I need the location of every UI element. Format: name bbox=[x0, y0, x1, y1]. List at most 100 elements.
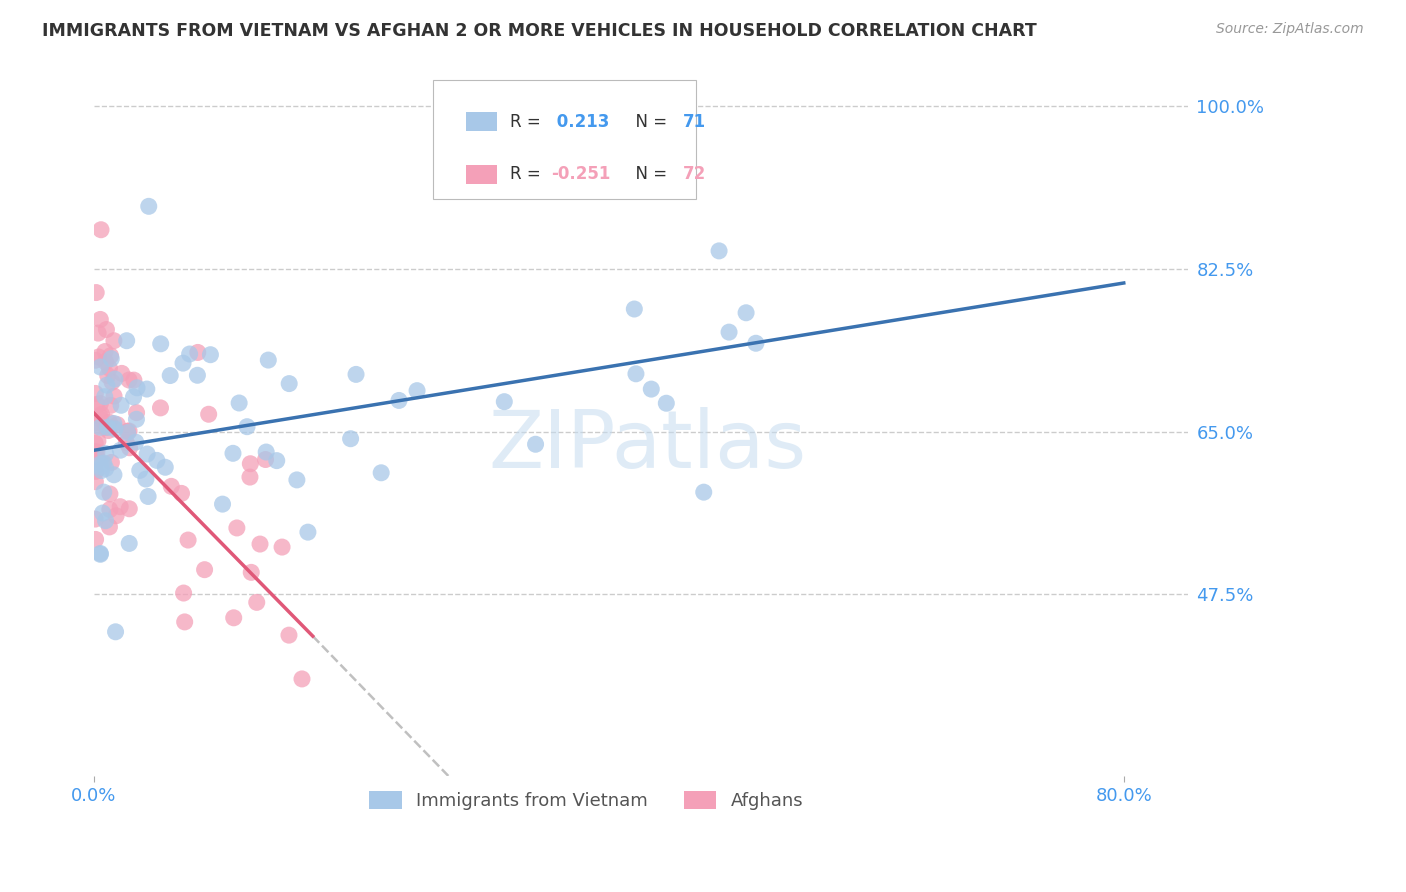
Point bbox=[117, 425, 139, 440]
Point bbox=[128, 463, 150, 477]
Point bbox=[249, 537, 271, 551]
Point bbox=[90, 412, 112, 426]
Point bbox=[90, 223, 112, 237]
Point bbox=[89, 396, 111, 410]
Point bbox=[211, 497, 233, 511]
Point bbox=[89, 547, 111, 561]
Point bbox=[93, 456, 115, 470]
Text: IMMIGRANTS FROM VIETNAM VS AFGHAN 2 OR MORE VEHICLES IN HOUSEHOLD CORRELATION CH: IMMIGRANTS FROM VIETNAM VS AFGHAN 2 OR M… bbox=[42, 22, 1038, 40]
Text: -0.251: -0.251 bbox=[551, 165, 610, 184]
Point bbox=[291, 672, 314, 686]
Point bbox=[103, 334, 125, 348]
Point bbox=[97, 424, 120, 438]
Point bbox=[266, 453, 288, 467]
Point bbox=[136, 447, 159, 461]
Point bbox=[90, 408, 112, 422]
Point bbox=[103, 467, 125, 482]
Point bbox=[91, 506, 114, 520]
Point bbox=[118, 536, 141, 550]
Point bbox=[84, 444, 107, 458]
Point bbox=[146, 453, 169, 467]
Point bbox=[655, 396, 678, 410]
Point bbox=[115, 435, 138, 450]
Point bbox=[388, 393, 411, 408]
Point bbox=[100, 455, 122, 469]
Point bbox=[94, 390, 117, 404]
Point bbox=[179, 347, 201, 361]
Text: 0.213: 0.213 bbox=[551, 112, 610, 130]
Point bbox=[623, 301, 645, 316]
Point bbox=[297, 525, 319, 540]
Point bbox=[285, 473, 308, 487]
FancyBboxPatch shape bbox=[465, 112, 496, 131]
Point bbox=[103, 417, 125, 431]
Point bbox=[236, 419, 259, 434]
Point bbox=[159, 368, 181, 383]
Point bbox=[118, 441, 141, 455]
Point bbox=[125, 406, 148, 420]
Point bbox=[110, 398, 132, 412]
Point bbox=[97, 420, 120, 434]
Point bbox=[254, 452, 277, 467]
Point bbox=[186, 368, 208, 383]
Point bbox=[693, 485, 716, 500]
Text: N =: N = bbox=[624, 112, 672, 130]
Point bbox=[84, 475, 107, 489]
Point bbox=[406, 384, 429, 398]
Point bbox=[135, 472, 157, 486]
Point bbox=[117, 424, 139, 438]
Point bbox=[100, 398, 122, 412]
Text: R =: R = bbox=[510, 165, 546, 184]
Point bbox=[524, 437, 547, 451]
Text: N =: N = bbox=[624, 165, 672, 184]
Point bbox=[125, 381, 148, 395]
Point bbox=[104, 624, 127, 639]
Text: Source: ZipAtlas.com: Source: ZipAtlas.com bbox=[1216, 22, 1364, 37]
Point bbox=[89, 546, 111, 560]
Point bbox=[118, 501, 141, 516]
Point bbox=[122, 390, 145, 404]
Point bbox=[98, 487, 121, 501]
Text: 71: 71 bbox=[682, 112, 706, 130]
Point bbox=[339, 432, 361, 446]
Point bbox=[197, 407, 219, 421]
Point bbox=[89, 359, 111, 374]
Point bbox=[640, 382, 662, 396]
Point bbox=[172, 356, 194, 370]
FancyBboxPatch shape bbox=[465, 165, 496, 184]
Point bbox=[624, 367, 647, 381]
Point bbox=[89, 409, 111, 424]
Text: R =: R = bbox=[510, 112, 546, 130]
Point bbox=[149, 401, 172, 415]
Point bbox=[225, 521, 247, 535]
Point bbox=[84, 386, 107, 401]
Point bbox=[98, 361, 121, 376]
Point bbox=[125, 412, 148, 426]
Point bbox=[239, 457, 262, 471]
Text: ZIPatlas: ZIPatlas bbox=[488, 407, 807, 484]
Point bbox=[84, 353, 107, 368]
Point bbox=[87, 434, 110, 448]
Point bbox=[105, 508, 128, 523]
Point bbox=[87, 350, 110, 364]
Point bbox=[239, 470, 262, 484]
Point bbox=[271, 540, 294, 554]
Point bbox=[155, 460, 177, 475]
Point bbox=[111, 367, 134, 381]
Point bbox=[173, 615, 195, 629]
FancyBboxPatch shape bbox=[433, 79, 696, 199]
Point bbox=[278, 628, 301, 642]
Point bbox=[98, 415, 121, 429]
Point bbox=[90, 464, 112, 478]
Point bbox=[246, 595, 269, 609]
Point bbox=[240, 566, 263, 580]
Point bbox=[177, 533, 200, 547]
Point bbox=[222, 446, 245, 460]
Point bbox=[160, 479, 183, 493]
Point bbox=[254, 445, 277, 459]
Point bbox=[104, 422, 127, 436]
Point bbox=[228, 396, 250, 410]
Point bbox=[707, 244, 730, 258]
Point bbox=[84, 416, 107, 430]
Point bbox=[100, 349, 122, 363]
